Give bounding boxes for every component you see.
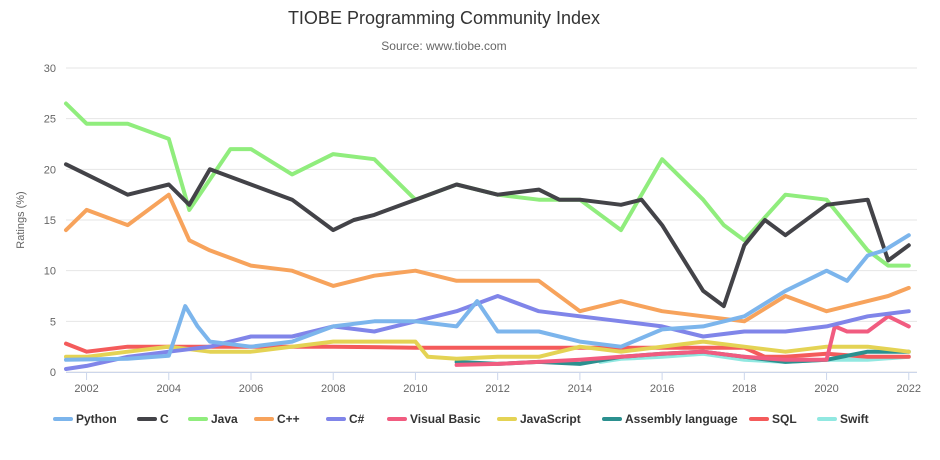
- legend-item-python[interactable]: Python: [53, 412, 117, 426]
- legend-item-javascript[interactable]: JavaScript: [497, 412, 581, 426]
- y-tick-label: 5: [50, 316, 56, 328]
- legend-item-assembly-language[interactable]: Assembly language: [602, 412, 738, 426]
- series-line-c[interactable]: [64, 162, 911, 309]
- series-line-swift[interactable]: [598, 351, 911, 364]
- series-lines: [64, 101, 911, 371]
- x-tick-label: 2016: [650, 383, 674, 395]
- y-axis-label: Ratings (%): [15, 191, 27, 248]
- legend-label: SQL: [772, 412, 797, 426]
- chart-subtitle: Source: www.tiobe.com: [381, 39, 506, 53]
- y-tick-label: 0: [50, 367, 56, 379]
- series-line-python[interactable]: [64, 233, 911, 362]
- x-tick-label: 2006: [239, 383, 263, 395]
- legend-item-c-[interactable]: C++: [254, 412, 300, 426]
- x-axis-ticks: 2002 2004 2006 2008 2010 2012 2014 2016 2018 2020…: [74, 372, 921, 395]
- legend-label: Visual Basic: [410, 412, 481, 426]
- y-tick-label: 25: [44, 114, 56, 126]
- x-tick-label: 2010: [403, 383, 427, 395]
- series-line-c-[interactable]: [64, 192, 911, 324]
- x-tick-label: 2022: [897, 383, 921, 395]
- legend-label: C: [160, 412, 169, 426]
- y-tick-label: 20: [44, 164, 56, 176]
- legend-label: Assembly language: [625, 412, 738, 426]
- x-tick-label: 2002: [74, 383, 98, 395]
- x-tick-label: 2012: [485, 383, 509, 395]
- y-tick-label: 10: [44, 266, 56, 278]
- y-tick-label: 30: [44, 63, 56, 75]
- legend-label: C++: [277, 412, 300, 426]
- y-axis-ticks: 0 5 10 15 20 25 30: [44, 63, 56, 379]
- legend-item-c[interactable]: C: [137, 412, 169, 426]
- legend-label: C#: [349, 412, 365, 426]
- legend-item-sql[interactable]: SQL: [749, 412, 797, 426]
- legend-item-c-[interactable]: C#: [326, 412, 365, 426]
- legend-label: Swift: [840, 412, 869, 426]
- legend-item-swift[interactable]: Swift: [817, 412, 869, 426]
- y-tick-label: 15: [44, 215, 56, 227]
- legend: Python C Java C++ C# Visual Basic JavaScript As…: [53, 412, 869, 426]
- chart-title: TIOBE Programming Community Index: [288, 8, 600, 28]
- x-tick-label: 2004: [157, 383, 181, 395]
- legend-item-java[interactable]: Java: [188, 412, 238, 426]
- legend-item-visual-basic[interactable]: Visual Basic: [387, 412, 481, 426]
- legend-label: Python: [76, 412, 117, 426]
- x-tick-label: 2020: [814, 383, 838, 395]
- x-tick-label: 2008: [321, 383, 345, 395]
- x-tick-label: 2018: [732, 383, 756, 395]
- legend-label: Java: [211, 412, 238, 426]
- series-line-visual-basic[interactable]: [454, 314, 911, 367]
- legend-label: JavaScript: [520, 412, 581, 426]
- series-line-sql[interactable]: [64, 341, 911, 359]
- x-tick-label: 2014: [568, 383, 592, 395]
